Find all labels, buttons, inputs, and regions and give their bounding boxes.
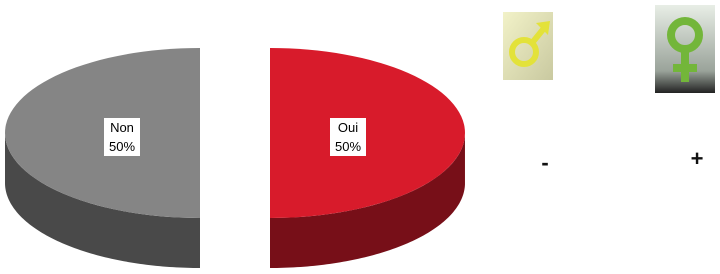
value-label: 50%: [109, 139, 135, 154]
symbol-label: +: [691, 146, 704, 171]
female-icon: [655, 5, 715, 93]
slice-label: Oui: [338, 120, 358, 135]
pie: Non 50% Oui 50%: [5, 48, 465, 268]
male-icon: [503, 12, 553, 80]
slice-label: Non: [110, 120, 134, 135]
value-label: 50%: [335, 139, 361, 154]
page: Non50%Oui50% - + (() => { const data = J…: [0, 0, 720, 274]
symbol-label: -: [541, 150, 548, 175]
chart: Non 50% Oui 50% - +: [0, 0, 720, 274]
